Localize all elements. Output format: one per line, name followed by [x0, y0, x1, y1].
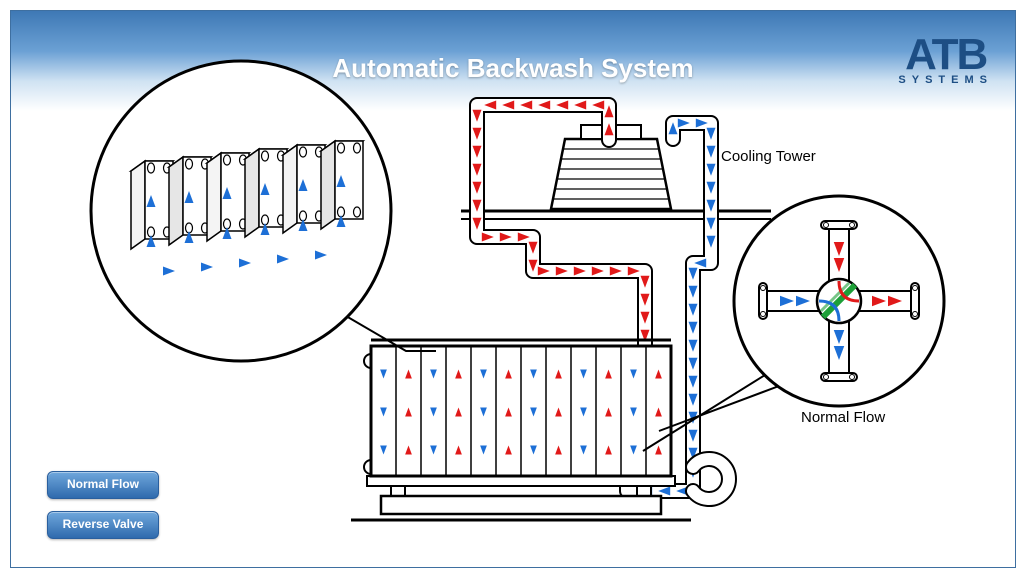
- app-frame: Automatic Backwash System ATB SYSTEMS Co…: [10, 10, 1016, 568]
- diagram-canvas: [11, 11, 1015, 567]
